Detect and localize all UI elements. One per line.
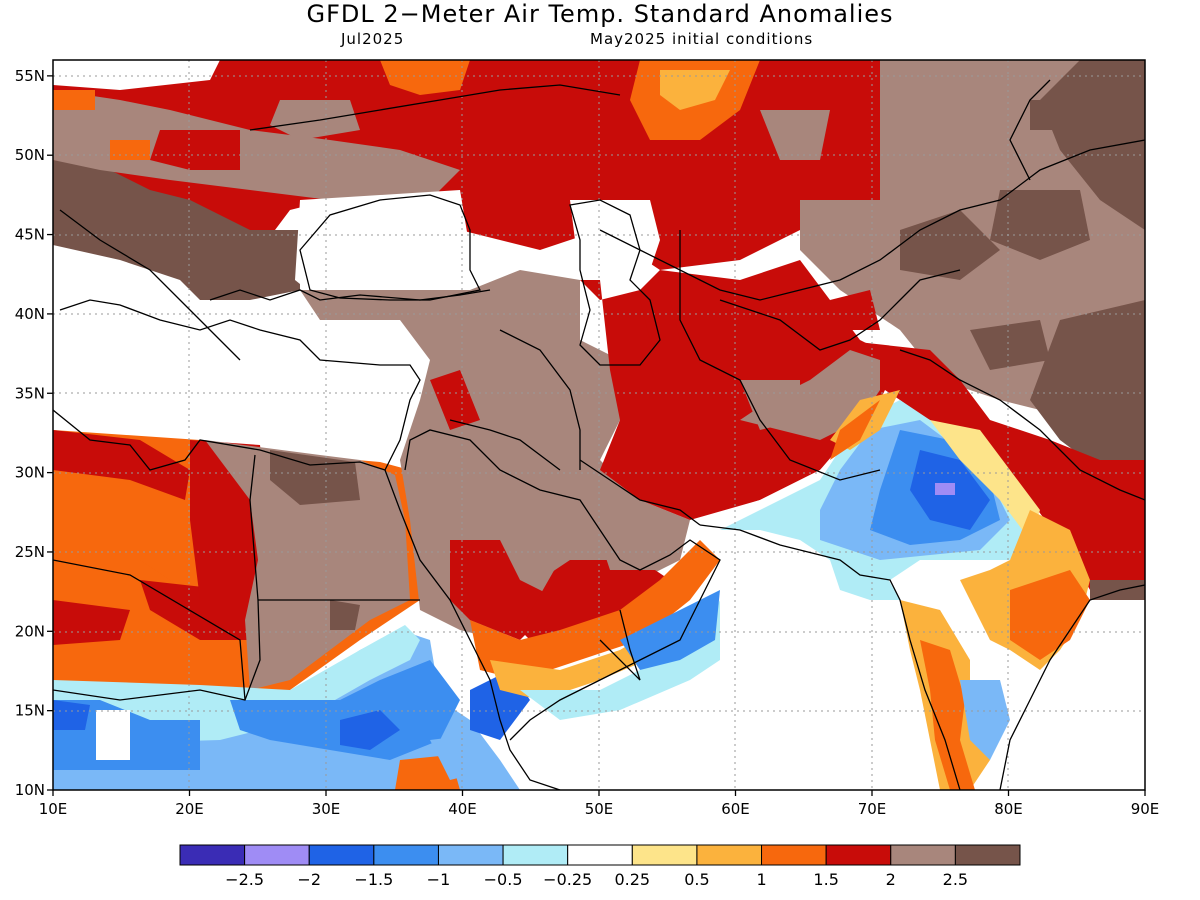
anomaly-region (270, 100, 360, 140)
map-title: GFDL 2−Meter Air Temp. Standard Anomalie… (306, 0, 894, 28)
lat-tick-label: 20N (15, 622, 45, 640)
anomaly-region (150, 130, 240, 170)
anomaly-region (53, 700, 90, 730)
anomaly-region (520, 600, 720, 720)
anomaly-region (53, 160, 300, 300)
anomaly-region (960, 680, 1010, 760)
colorbar-label: 0.25 (614, 870, 650, 889)
lon-tick-label: 10E (39, 800, 68, 818)
anomaly-region (53, 60, 220, 90)
latitude-axis: 10N 15N 20N 25N 30N 35N 40N 45N 50N 55N (15, 67, 53, 799)
colorbar-swatch (244, 844, 310, 866)
anomaly-region (430, 370, 480, 430)
valid-month-label: Jul2025 (341, 30, 405, 48)
anomaly-region (53, 600, 130, 645)
colorbar-swatch (179, 844, 246, 866)
lon-tick-label: 40E (448, 800, 477, 818)
colorbar-swatch (825, 844, 892, 866)
anomaly-region (990, 190, 1090, 260)
lat-tick-label: 40N (15, 305, 45, 323)
colorbar-swatch (696, 844, 763, 866)
colorbar-swatch (631, 844, 698, 866)
anomaly-region (760, 110, 830, 160)
colorbar-label: −2.5 (225, 870, 264, 889)
lat-tick-label: 35N (15, 384, 45, 402)
lat-tick-label: 30N (15, 464, 45, 482)
anomaly-region (230, 660, 460, 760)
anomaly-region (1010, 570, 1090, 660)
anomaly-region (830, 560, 900, 600)
init-conditions-label: May2025 initial conditions (590, 30, 814, 48)
lat-tick-label: 45N (15, 226, 45, 244)
colorbar-swatch (954, 844, 1021, 866)
colorbar-swatch (437, 844, 504, 866)
colorbar-label: −1 (427, 870, 451, 889)
anomaly-region (96, 710, 130, 760)
anomaly-region (500, 520, 570, 580)
colorbar-label: 1.5 (813, 870, 838, 889)
colorbar-swatch (373, 844, 439, 866)
anomaly-region (53, 560, 260, 700)
anomaly-region (1030, 100, 1080, 130)
anomaly-region (490, 600, 710, 700)
colorbar-label: 1 (756, 870, 766, 889)
colorbar-label: −1.5 (354, 870, 393, 889)
lon-tick-label: 30E (312, 800, 341, 818)
lat-tick-label: 55N (15, 67, 45, 85)
anomaly-region (53, 90, 95, 110)
anomaly-region (640, 300, 680, 340)
anomaly-region (660, 70, 730, 110)
anomaly-region (380, 60, 470, 95)
colorbar-swatch (502, 844, 569, 866)
anomaly-region (300, 270, 690, 640)
anomaly-region (330, 600, 360, 630)
colorbar-label: −0.25 (543, 870, 592, 889)
anomaly-field (53, 60, 1145, 790)
anomaly-region (935, 483, 955, 495)
lon-tick-label: 70E (858, 800, 887, 818)
lon-tick-label: 90E (1131, 800, 1160, 818)
colorbar-label: 2 (886, 870, 896, 889)
lon-tick-label: 20E (175, 800, 204, 818)
colorbar-label: 0.5 (684, 870, 709, 889)
anomaly-region (205, 440, 410, 690)
colorbar-label: −2 (297, 870, 321, 889)
anomaly-region (930, 420, 1040, 540)
anomaly-region (470, 540, 720, 680)
coastlines (53, 79, 1145, 790)
lat-tick-label: 10N (15, 781, 45, 799)
anomaly-region (110, 140, 150, 160)
anomaly-region (340, 710, 400, 750)
colorbar-label: 2.5 (943, 870, 968, 889)
anomaly-region (740, 350, 880, 440)
longitude-axis: 10E 20E 30E 40E 50E 60E 70E 80E 90E (39, 790, 1160, 818)
anomaly-region (430, 735, 490, 780)
colorbar-swatch (890, 844, 956, 866)
anomaly-region (1030, 300, 1145, 470)
anomaly-region (920, 640, 975, 790)
lon-tick-label: 60E (721, 800, 750, 818)
anomaly-region (295, 190, 470, 300)
lat-tick-label: 15N (15, 702, 45, 720)
lon-tick-label: 50E (585, 800, 614, 818)
lat-tick-label: 50N (15, 146, 45, 164)
anomaly-region (53, 430, 190, 500)
colorbar-swatch (567, 844, 633, 866)
colorbar-label: −0.5 (484, 870, 523, 889)
anomaly-region (600, 540, 660, 570)
colorbar-swatch (761, 844, 827, 866)
colorbar: −2.5 −2 −1.5 −1 −0.5 −0.25 0.25 0.5 1 1.5 2 2.5 (179, 844, 1021, 889)
anomaly-region (53, 90, 460, 200)
lon-tick-label: 80E (994, 800, 1023, 818)
lat-tick-label: 25N (15, 543, 45, 561)
anomaly-region (970, 320, 1050, 370)
colorbar-swatch (308, 844, 375, 866)
anomaly-region (520, 560, 670, 650)
anomaly-region (830, 400, 880, 460)
anomaly-region (53, 625, 420, 745)
